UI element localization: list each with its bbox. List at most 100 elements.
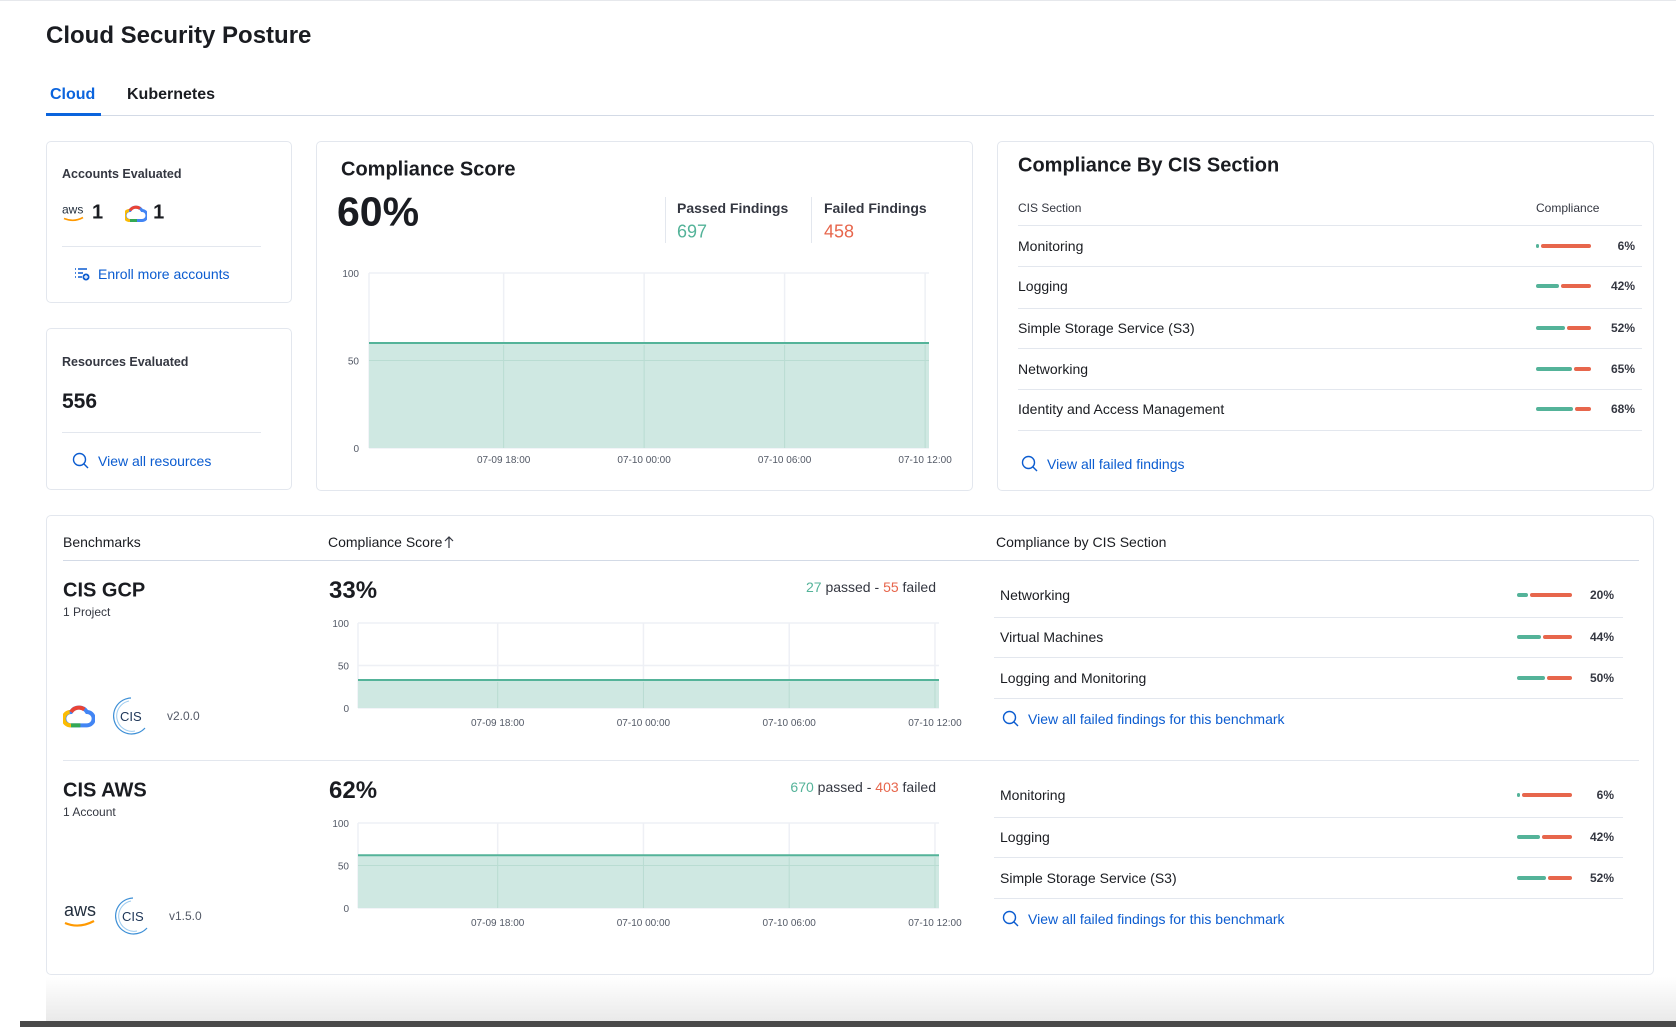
y-tick-label: 100 <box>332 619 349 630</box>
cis-section-percent: 52% <box>1610 321 1635 335</box>
compliance-bar <box>1536 326 1591 330</box>
failed-portion <box>1543 635 1572 639</box>
benchmark-section-percent: 6% <box>1596 788 1614 802</box>
resources-evaluated-card: Resources Evaluated 556 View all resourc… <box>46 328 292 490</box>
search-icon <box>72 452 89 469</box>
passed-portion <box>1536 284 1560 288</box>
failed-findings-count: 458 <box>824 221 855 242</box>
gcp-account-count: 1 <box>153 201 165 224</box>
page-title: Cloud Security Posture <box>46 22 312 49</box>
view-all-failed-findings-label: View all failed findings <box>1047 456 1185 472</box>
page-bottom-shadow <box>46 977 1676 1022</box>
tab-cloud[interactable]: Cloud <box>50 86 96 103</box>
benchmark-section-percent: 44% <box>1589 630 1614 644</box>
x-tick-label: 07-10 12:00 <box>898 455 952 466</box>
tab-kubernetes[interactable]: Kubernetes <box>127 86 216 103</box>
view-all-resources-link[interactable]: View all resources <box>72 452 211 470</box>
header-divider <box>1018 225 1642 226</box>
compliance-bar <box>1536 407 1591 411</box>
cis-section-percent: 68% <box>1610 402 1635 416</box>
svg-text:CIS: CIS <box>122 909 144 924</box>
row-divider <box>1018 430 1642 431</box>
gcp-logo-icon <box>125 205 148 222</box>
benchmark-logos: CIS v2.0.0 <box>63 696 200 736</box>
arrow-up-icon <box>444 536 454 548</box>
benchmark-section-percent: 42% <box>1589 830 1614 844</box>
row-divider <box>994 657 1623 658</box>
aws-logo-icon: aws <box>63 900 97 929</box>
cis-section-name: Identity and Access Management <box>1018 401 1225 417</box>
passed-portion <box>1517 835 1541 839</box>
window-bottom-edge <box>20 1021 1676 1027</box>
passed-portion <box>1517 593 1528 597</box>
cis-section-percent: 42% <box>1610 279 1635 293</box>
accounts-evaluated-label: Accounts Evaluated <box>62 167 182 181</box>
divider <box>62 432 261 433</box>
benchmark-subtitle: 1 Account <box>63 805 116 819</box>
x-tick-label: 07-09 18:00 <box>471 918 525 929</box>
y-tick-label: 50 <box>348 357 360 368</box>
score-area <box>369 343 929 448</box>
x-tick-label: 07-09 18:00 <box>471 718 525 729</box>
failed-word: failed <box>902 779 936 795</box>
failed-portion <box>1541 244 1591 248</box>
benchmark-section-name: Logging <box>1000 829 1050 845</box>
failed-portion <box>1547 876 1572 880</box>
col-header-compliance-score[interactable]: Compliance Score <box>328 534 454 550</box>
failed-portion <box>1546 676 1572 680</box>
benchmark-section-name: Virtual Machines <box>1000 629 1104 645</box>
y-tick-label: 50 <box>338 862 350 873</box>
failed-findings-label: Failed Findings <box>824 200 927 216</box>
cis-logo-icon: CIS <box>115 897 148 935</box>
failed-count: 403 <box>875 779 899 795</box>
score-area <box>358 679 939 708</box>
passed-portion <box>1517 793 1521 797</box>
view-benchmark-failed-findings-link[interactable]: View all failed findings for this benchm… <box>1002 710 1285 728</box>
enroll-more-accounts-link[interactable]: Enroll more accounts <box>74 266 230 282</box>
passed-portion <box>1517 676 1545 680</box>
compliance-bar <box>1517 876 1572 880</box>
row-divider <box>63 760 1639 761</box>
row-divider <box>994 817 1623 818</box>
benchmark-section-name: Networking <box>1000 587 1071 603</box>
divider <box>62 246 261 247</box>
passed-word: passed <box>817 779 863 795</box>
compliance-score-value: 60% <box>337 188 420 235</box>
aws-logo-icon: aws <box>62 202 86 222</box>
failed-portion <box>1542 835 1572 839</box>
benchmark-name[interactable]: CIS AWS <box>63 779 147 802</box>
row-divider <box>994 898 1623 899</box>
view-all-resources-label: View all resources <box>98 453 212 469</box>
compliance-score-card: Compliance Score 60% Passed Findings 697… <box>316 141 973 491</box>
separator-dash: - <box>866 779 872 795</box>
passed-count: 27 <box>805 579 822 595</box>
compliance-by-cis-section-card: Compliance By CIS Section CIS Section Co… <box>997 141 1654 491</box>
separator-dash: - <box>874 579 880 595</box>
cis-section-name: Networking <box>1018 361 1089 377</box>
compliance-score-title: Compliance Score <box>341 158 516 181</box>
benchmark-name[interactable]: CIS GCP <box>63 579 146 602</box>
y-tick-label: 0 <box>353 444 359 455</box>
view-all-failed-findings-link[interactable]: View all failed findings <box>1021 455 1185 473</box>
failed-portion <box>1575 407 1591 411</box>
benchmark-version: v1.5.0 <box>169 909 202 923</box>
benchmark-row: CIS GCP 1 Project CIS v2.0.0 33% 27 pass… <box>47 560 1653 761</box>
compliance-trend-chart: 0 50 100 07-09 18:00 07-10 00:00 07-10 06:00 0… <box>342 269 952 466</box>
x-tick-label: 07-10 06:00 <box>762 718 816 729</box>
failed-count: 55 <box>883 579 899 595</box>
row-divider <box>994 617 1623 618</box>
x-tick-label: 07-10 06:00 <box>758 455 812 466</box>
view-benchmark-failed-findings-link[interactable]: View all failed findings for this benchm… <box>1002 910 1285 928</box>
benchmark-subtitle: 1 Project <box>63 605 111 619</box>
failed-portion <box>1561 284 1591 288</box>
x-tick-label: 07-10 00:00 <box>617 918 671 929</box>
compliance-bar <box>1536 367 1591 371</box>
failed-word: failed <box>902 579 936 595</box>
cis-card-title: Compliance By CIS Section <box>1018 154 1280 177</box>
row-divider <box>1018 389 1642 390</box>
cis-section-name: Simple Storage Service (S3) <box>1018 320 1195 336</box>
score-area <box>358 855 939 908</box>
compliance-bar <box>1517 835 1572 839</box>
benchmark-trend-chart: 0 50 100 07-09 18:00 07-10 00:00 07-10 06:00 0… <box>332 819 962 929</box>
top-border <box>0 0 1676 1</box>
